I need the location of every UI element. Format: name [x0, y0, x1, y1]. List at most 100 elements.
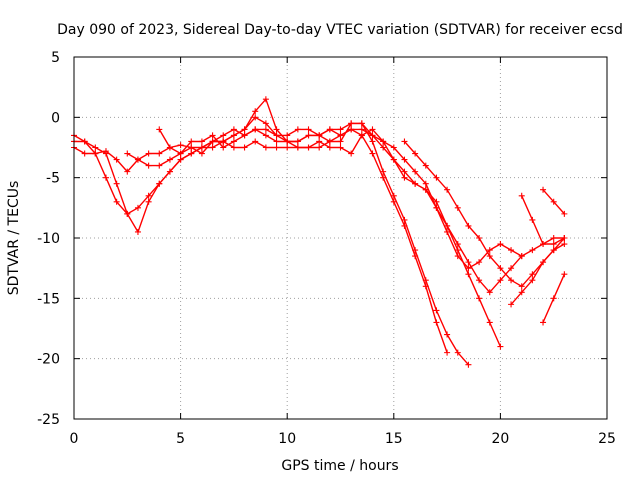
series-trace-7 — [508, 235, 568, 308]
data-point — [550, 241, 557, 248]
data-point — [369, 150, 376, 157]
data-point — [380, 144, 387, 151]
data-point — [284, 144, 291, 151]
x-tick-label: 5 — [176, 431, 185, 447]
data-point — [316, 138, 323, 145]
data-point — [412, 150, 419, 157]
data-point — [124, 150, 131, 157]
data-point — [476, 259, 483, 266]
y-tick-label: -25 — [37, 412, 60, 428]
data-point — [358, 126, 365, 133]
data-point — [540, 186, 547, 193]
series-line — [521, 195, 565, 245]
data-point — [454, 349, 461, 356]
data-point — [316, 132, 323, 139]
x-tick-label: 15 — [385, 431, 403, 447]
series-trace-10 — [540, 186, 568, 217]
data-point — [433, 307, 440, 314]
data-point — [294, 138, 301, 145]
data-point — [508, 247, 515, 254]
data-point — [518, 192, 525, 199]
data-point — [156, 180, 163, 187]
data-point — [326, 126, 333, 133]
data-point — [476, 277, 483, 284]
data-point — [412, 180, 419, 187]
data-point — [465, 222, 472, 229]
data-point — [369, 126, 376, 133]
chart-title: Day 090 of 2023, Sidereal Day-to-day VTE… — [57, 22, 623, 38]
data-point — [230, 126, 237, 133]
data-point — [518, 283, 525, 290]
data-point — [422, 180, 429, 187]
data-point — [380, 174, 387, 181]
data-point — [433, 204, 440, 211]
y-tick-label: -5 — [46, 171, 60, 187]
data-point — [529, 216, 536, 223]
data-point — [230, 138, 237, 145]
data-point — [262, 120, 269, 127]
data-point — [252, 126, 259, 133]
y-tick-label: -10 — [37, 231, 60, 247]
series-line — [126, 116, 523, 293]
y-axis-label: SDTVAR / TECUs — [6, 181, 22, 296]
x-axis-label: GPS time / hours — [281, 458, 398, 474]
data-point — [294, 144, 301, 151]
data-point — [326, 138, 333, 145]
data-point — [113, 156, 120, 163]
data-point — [529, 247, 536, 254]
data-point — [508, 265, 515, 272]
data-point — [337, 132, 344, 139]
data-point — [390, 156, 397, 163]
data-point — [316, 144, 323, 151]
data-point — [241, 126, 248, 133]
data-point — [380, 138, 387, 145]
x-tick-label: 0 — [70, 431, 79, 447]
data-point — [220, 132, 227, 139]
data-point — [145, 150, 152, 157]
series-trace-3 — [71, 126, 504, 350]
data-point — [465, 361, 472, 368]
series-trace-9 — [518, 192, 568, 248]
data-point — [433, 319, 440, 326]
x-tick-label: 10 — [278, 431, 296, 447]
data-point — [369, 138, 376, 145]
data-point — [166, 168, 173, 175]
data-point — [177, 142, 184, 149]
data-point — [433, 174, 440, 181]
data-point — [273, 138, 280, 145]
data-point — [284, 138, 291, 145]
data-point — [454, 253, 461, 260]
data-point — [188, 144, 195, 151]
data-point — [145, 162, 152, 169]
data-point — [540, 319, 547, 326]
data-point — [529, 277, 536, 284]
data-point — [401, 174, 408, 181]
data-point — [177, 156, 184, 163]
data-point — [230, 132, 237, 139]
data-point — [252, 114, 259, 121]
y-tick-label: 5 — [51, 50, 60, 66]
series-trace-4 — [124, 114, 525, 296]
data-point — [412, 168, 419, 175]
data-point — [156, 126, 163, 133]
data-point — [465, 265, 472, 272]
data-point — [230, 144, 237, 151]
data-point — [550, 198, 557, 205]
data-point — [348, 120, 355, 127]
data-point — [81, 138, 88, 145]
data-point — [262, 132, 269, 139]
series-line — [403, 141, 565, 287]
data-point — [497, 343, 504, 350]
data-point — [401, 138, 408, 145]
data-point — [369, 132, 376, 139]
data-point — [198, 150, 205, 157]
tick-layer: 0 5 10 15 20 25 5 0 -5 -10 -15 -20 -25 — [37, 50, 616, 447]
data-point — [305, 144, 312, 151]
data-point — [220, 138, 227, 145]
data-point — [273, 132, 280, 139]
data-point — [422, 283, 429, 290]
data-point — [358, 120, 365, 127]
data-point — [518, 289, 525, 296]
data-point — [540, 259, 547, 266]
